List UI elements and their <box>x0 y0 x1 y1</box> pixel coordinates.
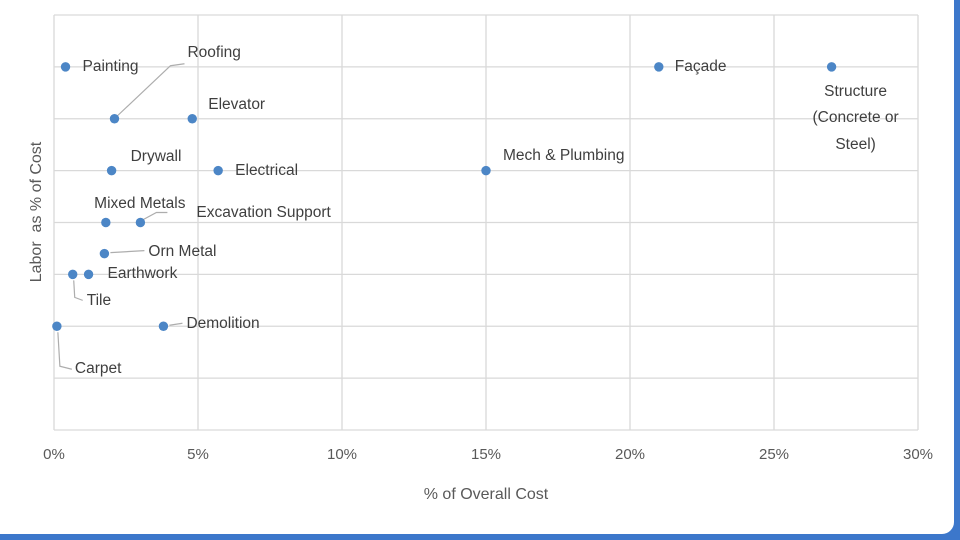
data-point-marker <box>158 321 169 331</box>
point-label: Drywall <box>130 147 182 165</box>
label-leader-line <box>57 332 73 370</box>
data-point-marker <box>99 248 110 259</box>
data-point-marker <box>135 217 146 228</box>
x-tick-label: 30% <box>902 446 934 463</box>
x-tick-label: 15% <box>470 446 502 463</box>
data-point-marker <box>109 114 120 124</box>
data-point-marker <box>83 269 94 280</box>
x-axis-title: % of Overall Cost <box>423 486 549 503</box>
data-point-marker <box>481 165 491 176</box>
data-point-marker <box>68 269 78 280</box>
point-label: Roofing <box>187 43 241 61</box>
x-tick-label: 25% <box>758 446 790 463</box>
data-point-marker <box>187 114 197 124</box>
point-label: Elevator <box>208 95 266 113</box>
label-leader-line <box>73 280 83 301</box>
x-tick-label: 20% <box>614 446 646 463</box>
point-label: Earthwork <box>107 265 178 283</box>
point-label: Façade <box>674 57 727 75</box>
point-label: Excavation Support <box>196 203 331 221</box>
point-label: Mixed Metals <box>94 194 186 212</box>
data-point-marker <box>826 62 837 72</box>
label-leader-line <box>169 322 183 326</box>
data-point-marker <box>52 321 62 331</box>
x-tick-label: 5% <box>187 446 209 463</box>
x-tick-label: 10% <box>326 446 358 463</box>
point-label: Tile <box>86 292 112 310</box>
label-leader-line <box>143 211 168 221</box>
x-tick-label: 0% <box>43 446 65 463</box>
data-point-marker <box>654 62 664 72</box>
data-point-marker <box>60 62 71 72</box>
point-label: Carpet <box>74 360 122 378</box>
data-point-marker <box>106 165 117 176</box>
data-point-marker <box>101 217 111 228</box>
point-label: Mech & Plumbing <box>503 146 625 164</box>
point-label: Painting <box>82 57 139 75</box>
point-label: Demolition <box>186 315 260 333</box>
point-label: Orn Metal <box>148 242 217 260</box>
label-leader-line <box>117 63 185 117</box>
point-label: Electrical <box>235 161 299 179</box>
point-label: Structure (Concrete or Steel) <box>812 82 899 153</box>
data-point-marker <box>213 165 223 176</box>
label-leader-line <box>110 250 145 254</box>
y-axis-title: Labor as % of Cost <box>28 141 45 283</box>
